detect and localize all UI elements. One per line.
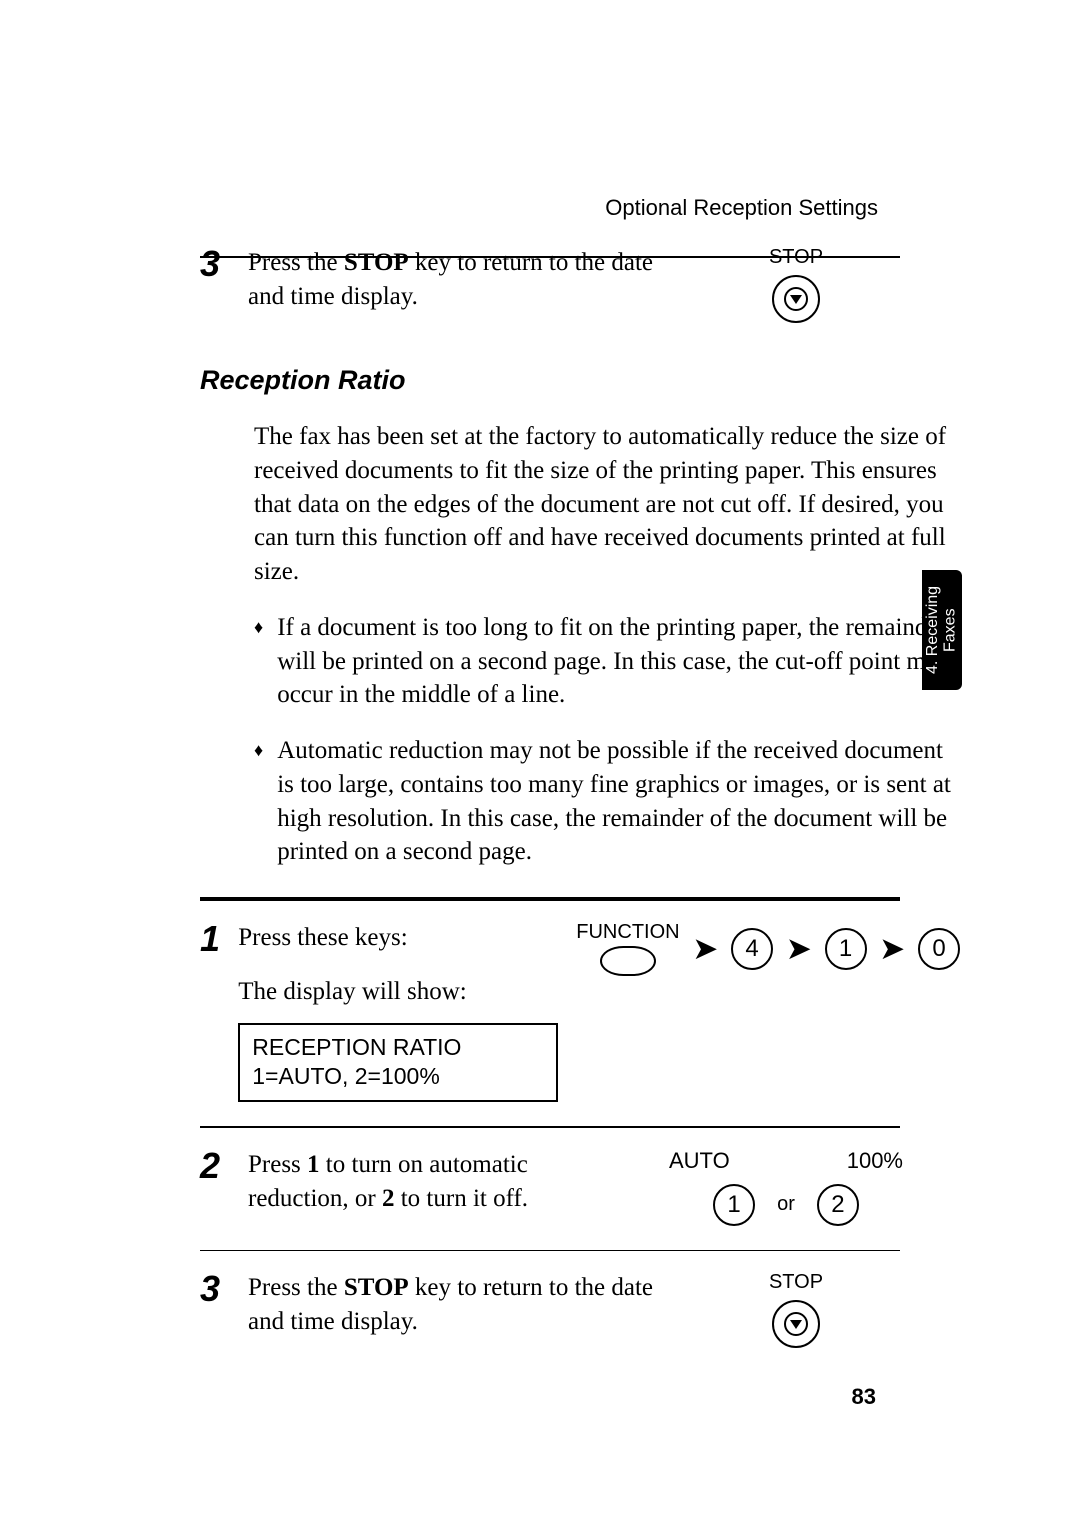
text-bold: STOP bbox=[344, 1274, 409, 1301]
step-line: The display will show: bbox=[238, 975, 558, 1009]
page-number: 83 bbox=[852, 1384, 876, 1410]
numeric-key: 1 bbox=[825, 928, 867, 970]
rule-thick bbox=[200, 897, 900, 901]
text-bold: 2 bbox=[382, 1185, 395, 1212]
text-part: Press the bbox=[248, 249, 344, 276]
stop-label: STOP bbox=[769, 1271, 823, 1294]
option-labels: AUTO 100% bbox=[651, 1148, 921, 1174]
stop-key-graphic: STOP bbox=[686, 1271, 906, 1348]
step-text: Press the STOP key to return to the date… bbox=[248, 1271, 668, 1348]
text-bold: STOP bbox=[344, 249, 409, 276]
stop-button-icon bbox=[772, 1300, 820, 1348]
key-sequence: FUNCTION ➤ 4 ➤ 1 ➤ 0 bbox=[576, 921, 960, 976]
chapter-tab: 4. Receiving Faxes bbox=[922, 570, 962, 690]
step-line: Press these keys: bbox=[238, 921, 558, 955]
text-part: Press the bbox=[248, 1274, 344, 1301]
step-2: 2 Press 1 to turn on automatic reduction… bbox=[200, 1148, 960, 1226]
text-part: Press bbox=[248, 1151, 307, 1178]
page-header-right: Optional Reception Settings bbox=[605, 195, 878, 221]
display-line: 1=AUTO, 2=100% bbox=[252, 1062, 544, 1092]
bullet-text: Automatic reduction may not be possible … bbox=[277, 734, 960, 869]
step-number: 3 bbox=[200, 1271, 230, 1348]
arrow-icon: ➤ bbox=[694, 932, 717, 966]
or-text: or bbox=[777, 1193, 795, 1216]
function-key: FUNCTION bbox=[576, 921, 679, 976]
text-part: to turn it off. bbox=[394, 1185, 528, 1212]
step-3-bottom: 3 Press the STOP key to return to the da… bbox=[200, 1271, 960, 1348]
numeric-key: 2 bbox=[817, 1184, 859, 1226]
bullet-item: ♦ Automatic reduction may not be possibl… bbox=[254, 734, 960, 869]
stop-triangle-icon bbox=[782, 285, 810, 313]
numeric-key: 1 bbox=[713, 1184, 755, 1226]
numeric-key: 4 bbox=[731, 928, 773, 970]
label-auto: AUTO bbox=[669, 1148, 730, 1174]
rule-thin bbox=[200, 1126, 900, 1128]
function-key-icon bbox=[600, 946, 656, 976]
stop-button-icon bbox=[772, 275, 820, 323]
section-title: Reception Ratio bbox=[200, 365, 960, 396]
display-line: RECEPTION RATIO bbox=[252, 1033, 544, 1063]
step-number: 1 bbox=[200, 921, 220, 957]
lcd-display: RECEPTION RATIO 1=AUTO, 2=100% bbox=[238, 1023, 558, 1103]
bullet-text: If a document is too long to fit on the … bbox=[277, 611, 960, 712]
manual-page: Optional Reception Settings 3 Press the … bbox=[0, 0, 1080, 1528]
step-text-col: Press these keys: The display will show:… bbox=[238, 921, 558, 1102]
rule-thin bbox=[200, 1250, 900, 1252]
step-1: 1 Press these keys: The display will sho… bbox=[200, 921, 960, 1102]
option-keys: AUTO 100% 1 or 2 bbox=[626, 1148, 946, 1226]
bullet-item: ♦ If a document is too long to fit on th… bbox=[254, 611, 960, 712]
arrow-icon: ➤ bbox=[881, 932, 904, 966]
option-keys-row: 1 or 2 bbox=[713, 1184, 859, 1226]
step-text: Press 1 to turn on automatic reduction, … bbox=[248, 1148, 608, 1216]
arrow-icon: ➤ bbox=[787, 932, 810, 966]
stop-triangle-icon bbox=[782, 1310, 810, 1338]
bullet-icon: ♦ bbox=[254, 615, 263, 712]
header-rule bbox=[200, 256, 900, 258]
text-bold: 1 bbox=[307, 1151, 320, 1178]
bullet-icon: ♦ bbox=[254, 738, 263, 869]
label-100: 100% bbox=[847, 1148, 903, 1174]
intro-paragraph: The fax has been set at the factory to a… bbox=[254, 420, 960, 589]
numeric-key: 0 bbox=[918, 928, 960, 970]
chapter-tab-label: 4. Receiving Faxes bbox=[924, 570, 959, 690]
step-number: 2 bbox=[200, 1148, 230, 1184]
function-label: FUNCTION bbox=[576, 921, 679, 944]
